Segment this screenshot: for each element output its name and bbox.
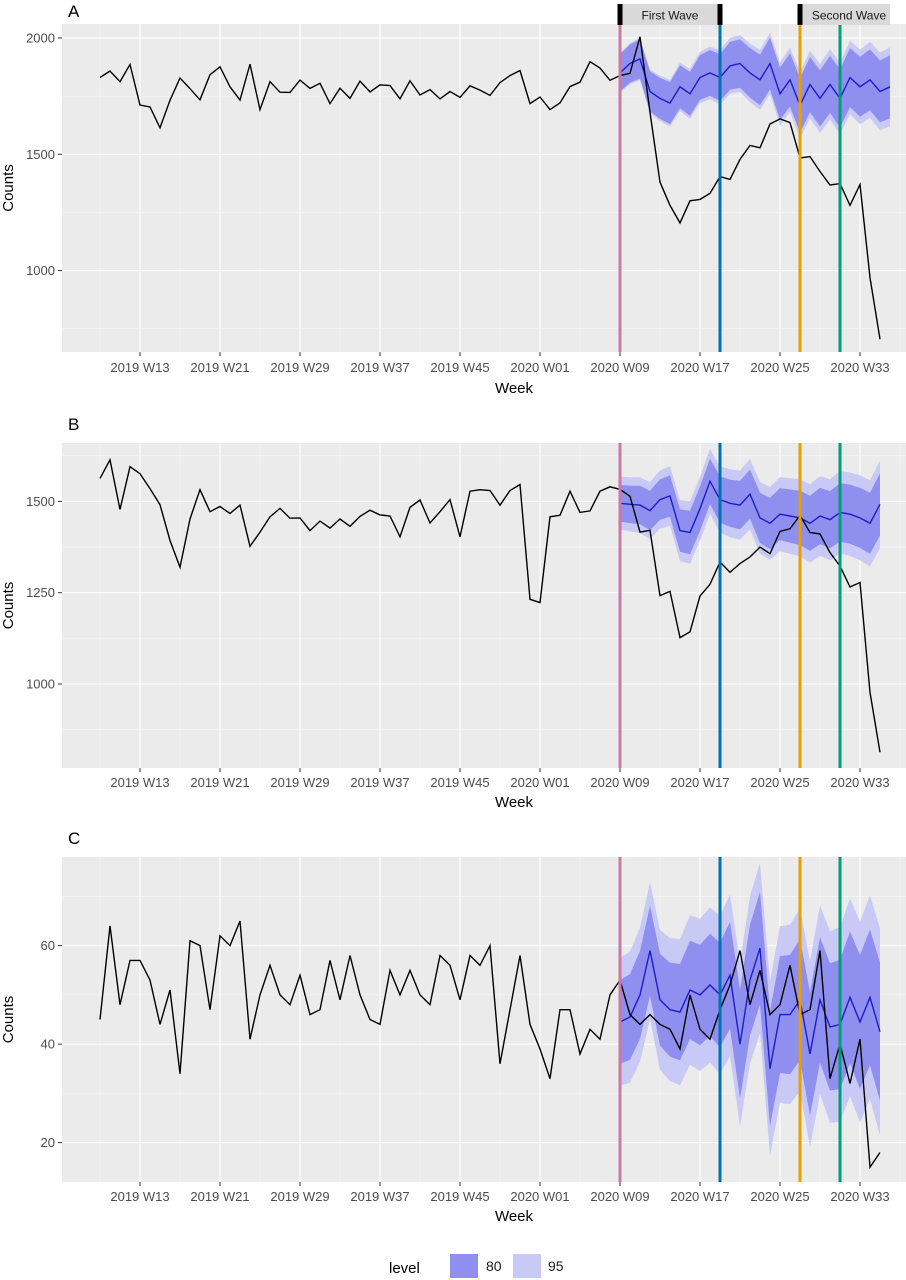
legend-key [450,1254,478,1278]
y-tick-label: 1250 [26,585,55,600]
wave-marker-start [797,4,803,25]
x-tick-label: 2020 W33 [830,360,889,375]
x-tick-label: 2019 W45 [430,360,489,375]
x-tick-label: 2019 W45 [430,1189,489,1204]
x-tick-label: 2019 W37 [350,1189,409,1204]
x-tick-label: 2019 W29 [270,775,329,790]
y-axis-title: Counts [0,582,17,630]
x-tick-label: 2019 W13 [110,1189,169,1204]
forecast-mean-line [619,57,891,108]
wave-label: First Wave [642,9,699,23]
x-tick-label: 2020 W33 [830,775,889,790]
y-tick-label: 1000 [26,263,55,278]
x-tick-label: 2019 W37 [350,360,409,375]
x-axis-title: Week [495,794,534,811]
forecast-mean-line [619,947,881,1069]
x-tick-label: 2020 W09 [590,1189,649,1204]
legend-label: 80 [486,1258,502,1274]
x-tick-label: 2020 W17 [670,1189,729,1204]
legend: level 80 95 [389,1254,564,1278]
x-tick-label: 2019 W29 [270,360,329,375]
x-axis-title: Week [495,1208,534,1225]
y-tick-label: 1500 [26,494,55,509]
observed-line [99,457,881,753]
y-tick-label: 2000 [26,30,55,45]
forecast-band-80 [620,37,890,133]
x-tick-label: 2020 W01 [510,360,569,375]
x-tick-label: 2019 W29 [270,1189,329,1204]
panel-letter: A [68,2,80,21]
y-tick-label: 40 [41,1037,55,1052]
wave-label-box [800,4,890,25]
wave-marker-end [717,4,723,25]
x-tick-label: 2020 W09 [590,775,649,790]
panel-b: 2019 W13 2019 W21 2019 W29 2019 W37 2019 W45… [0,415,906,811]
panel-c: 2019 W13 2019 W21 2019 W29 2019 W37 2019 W45… [0,829,906,1225]
x-tick-label: 2019 W13 [110,775,169,790]
x-tick-label: 2019 W21 [190,360,249,375]
x-tick-label: 2020 W25 [750,775,809,790]
x-tick-label: 2019 W37 [350,775,409,790]
y-tick-label: 1500 [26,147,55,162]
forecast-band-80 [620,458,880,555]
forecast-band-80 [620,891,880,1127]
x-tick-label: 2020 W33 [830,1189,889,1204]
wave-label-box [620,4,720,25]
x-tick-label: 2020 W01 [510,775,569,790]
wave-marker-start [617,4,623,25]
x-tick-label: 2019 W13 [110,360,169,375]
y-axis-title: Counts [0,164,17,212]
x-tick-label: 2020 W09 [590,360,649,375]
panel-a: First Wave Second Wave 2019 W13 2019 W21 201… [0,2,906,397]
x-tick-label: 2020 W17 [670,775,729,790]
x-tick-label: 2019 W45 [430,775,489,790]
legend-label: 95 [548,1258,564,1274]
legend-key [513,1254,541,1278]
x-tick-label: 2019 W21 [190,775,249,790]
forecast-mean-line [619,479,881,534]
observed-line [99,36,881,340]
y-tick-label: 60 [41,938,55,953]
y-tick-label: 20 [41,1135,55,1150]
x-tick-label: 2020 W17 [670,360,729,375]
wave-label: Second Wave [812,9,887,23]
legend-title: level [389,1260,420,1277]
x-tick-label: 2019 W21 [190,1189,249,1204]
panel-letter: B [68,415,79,434]
x-tick-label: 2020 W01 [510,1189,569,1204]
x-tick-label: 2020 W25 [750,360,809,375]
x-axis-title: Week [495,380,534,397]
x-tick-label: 2020 W25 [750,1189,809,1204]
y-tick-label: 1000 [26,677,55,692]
panel-letter: C [68,829,80,848]
y-axis-title: Counts [0,996,17,1044]
observed-line [99,920,881,1170]
